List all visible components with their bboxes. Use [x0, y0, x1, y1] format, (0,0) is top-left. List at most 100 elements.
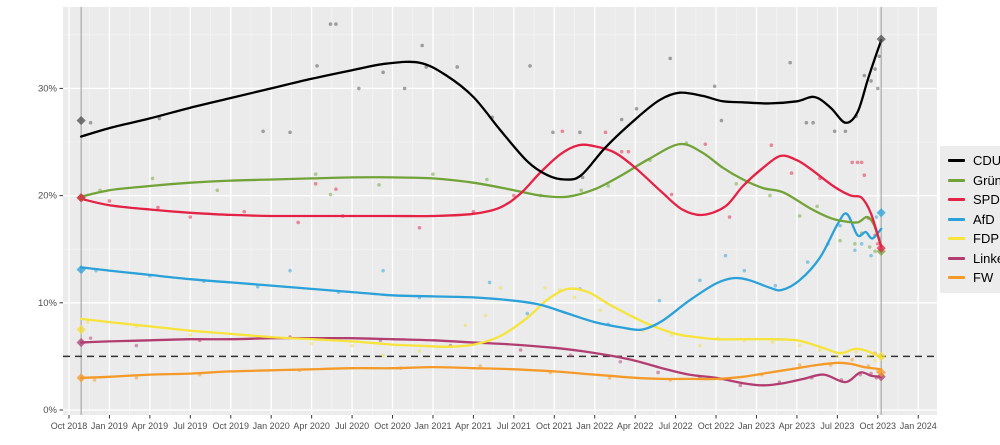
- y-tick-label: 0%: [43, 405, 57, 416]
- poll-dot-spd: [619, 149, 624, 154]
- poll-dot-afd: [874, 215, 879, 219]
- poll-dot-afd: [698, 278, 702, 283]
- legend: CDU Grüne SPD AfD FDP Linke FW: [940, 146, 1000, 293]
- poll-dot-fdp: [698, 343, 702, 348]
- poll-dot-spd: [789, 171, 794, 175]
- poll-dot-afd: [805, 260, 810, 264]
- poll-dot-fw: [134, 376, 139, 380]
- election-result-marker-cdu: [76, 115, 86, 126]
- legend-label: Grüne: [973, 172, 1000, 188]
- poll-dot-afd: [853, 248, 857, 253]
- x-tick-label: Oct 2020: [374, 421, 411, 431]
- poll-dot-afd: [657, 298, 662, 303]
- poll-dot-cdu: [876, 86, 880, 91]
- poll-dot-spd: [417, 225, 422, 230]
- series-line-grüne: [79, 142, 883, 248]
- poll-dot-spd: [242, 209, 247, 214]
- x-tick-label: Apr 2020: [293, 421, 330, 431]
- poll-dot-grüne: [431, 172, 435, 176]
- poll-dot-spd: [727, 215, 732, 219]
- poll-dot-fw: [797, 363, 802, 367]
- x-tick-label: Oct 2019: [212, 421, 249, 431]
- poll-dot-afd: [525, 311, 530, 316]
- poll-dot-linke: [738, 383, 743, 388]
- x-tick-label: Oct 2022: [698, 421, 735, 431]
- election-result-marker-afd: [76, 264, 86, 275]
- x-tick-label: Apr 2022: [617, 421, 654, 431]
- poll-dot-cdu: [381, 70, 385, 75]
- legend-swatch-spd: [948, 198, 965, 202]
- poll-dot-cdu: [873, 67, 877, 71]
- poll-dot-afd: [288, 268, 292, 273]
- poll-dot-fdp: [835, 354, 840, 359]
- legend-swatch-fdp: [948, 237, 965, 241]
- x-tick-label: Jan 2024: [900, 421, 937, 431]
- poll-dot-cdu: [328, 22, 333, 26]
- legend-item-cdu: CDU: [948, 153, 1000, 169]
- legend-item-linke: Linke: [948, 251, 1000, 267]
- legend-item-grüne: Grüne: [948, 173, 1000, 189]
- poll-dot-spd: [334, 187, 338, 191]
- poll-dot-linke: [568, 353, 573, 358]
- poll-dot-afd: [742, 268, 747, 273]
- poll-dot-cdu: [288, 130, 292, 135]
- election-result-marker-spd: [876, 243, 886, 253]
- poll-dot-fdp: [417, 349, 422, 353]
- poll-dot-cdu: [668, 56, 673, 61]
- election-result-marker-afd: [876, 208, 886, 218]
- poll-dot-afd: [838, 223, 842, 228]
- x-tick-label: Jul 2019: [173, 421, 207, 431]
- poll-dot-fdp: [86, 320, 90, 324]
- x-tick-label: Jan 2023: [738, 421, 775, 431]
- poll-dot-fdp: [854, 350, 859, 354]
- poll-dot-fdp: [188, 333, 193, 337]
- poll-dot-fdp: [572, 295, 577, 300]
- poll-dot-cdu: [261, 129, 265, 134]
- y-tick-label: 10%: [38, 298, 58, 309]
- poll-dot-cdu: [788, 60, 792, 65]
- poll-dot-grüne: [797, 214, 802, 218]
- poll-dot-cdu: [811, 120, 815, 125]
- poll-dot-fw: [478, 364, 482, 368]
- poll-dot-fdp: [483, 313, 488, 318]
- poll-dot-grüne: [215, 188, 220, 193]
- poll-dot-spd: [156, 205, 160, 210]
- legend-item-spd: SPD: [948, 192, 1000, 208]
- poll-dot-fdp: [797, 343, 802, 348]
- poll-dot-afd: [869, 253, 873, 258]
- legend-label: AfD: [973, 211, 995, 227]
- poll-dot-grüne: [579, 188, 584, 193]
- poll-dot-cdu: [619, 117, 624, 122]
- poll-dot-fdp: [381, 353, 385, 358]
- poll-dot-grüne: [313, 172, 318, 176]
- legend-label: SPD: [973, 192, 1000, 208]
- x-tick-label: Oct 2018: [51, 421, 88, 431]
- legend-label: FDP: [973, 231, 999, 247]
- poll-dot-grüne: [328, 192, 333, 197]
- poll-dot-afd: [773, 283, 778, 288]
- poll-dot-cdu: [719, 118, 724, 123]
- legend-label: FW: [973, 270, 994, 286]
- poll-dot-spd: [560, 129, 565, 134]
- legend-item-fw: FW: [948, 270, 1000, 286]
- poll-dot-fw: [92, 378, 97, 382]
- poll-dot-linke: [518, 348, 523, 352]
- poll-dot-spd: [703, 142, 708, 146]
- x-tick-label: Jan 2021: [414, 421, 451, 431]
- legend-swatch-linke: [948, 256, 965, 260]
- poll-dot-spd: [876, 242, 880, 246]
- election-result-marker-cdu: [876, 34, 886, 44]
- poll-dot-afd: [723, 253, 728, 258]
- poll-dot-grüne: [838, 238, 842, 243]
- legend-item-fdp: FDP: [948, 231, 1000, 247]
- series-line-spd: [79, 143, 883, 249]
- election-result-marker-fw: [76, 373, 86, 383]
- poll-dot-spd: [313, 182, 318, 186]
- poll-dot-spd: [626, 149, 631, 154]
- poll-dot-spd: [512, 193, 516, 198]
- poll-dot-cdu: [580, 175, 585, 180]
- poll-dot-fdp: [350, 343, 354, 348]
- poll-dot-cdu: [455, 65, 460, 69]
- poll-dot-grüne: [768, 193, 772, 198]
